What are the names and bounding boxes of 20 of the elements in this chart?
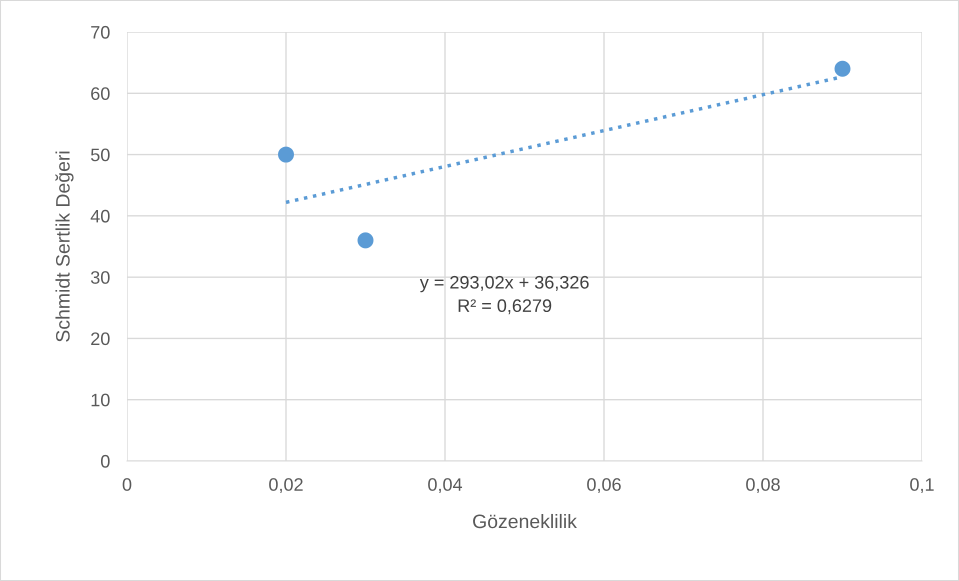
y-tick-label: 20: [91, 332, 110, 346]
y-tick-label: 10: [92, 394, 110, 406]
point: [278, 146, 294, 163]
x-tick-label: 0,06: [587, 478, 621, 494]
y-tick-label: 30: [90, 271, 110, 284]
annotation: y = 293,02x + 36,326 R² = 0,6279: [420, 276, 589, 314]
x-axis-title: Gözeneklilik: [473, 514, 577, 528]
y-tick-label: 70: [91, 26, 110, 39]
x-tick-label: 0,04: [428, 478, 462, 494]
x-tick-label: 0: [122, 478, 132, 491]
x-tick-label: 0,1: [910, 478, 934, 494]
point: [358, 232, 374, 248]
x-tick-label: 0,02: [269, 478, 303, 494]
y-tick-label: 0: [101, 454, 110, 468]
y-tick-label: 60: [91, 87, 110, 100]
y-tick-label: 50: [90, 148, 110, 162]
y-tick-label: 40: [90, 210, 110, 223]
point: [834, 60, 850, 77]
y-axis-title: Schmidt Sertlik Değeri: [55, 152, 74, 342]
x-tick-label: 0,08: [746, 478, 780, 494]
